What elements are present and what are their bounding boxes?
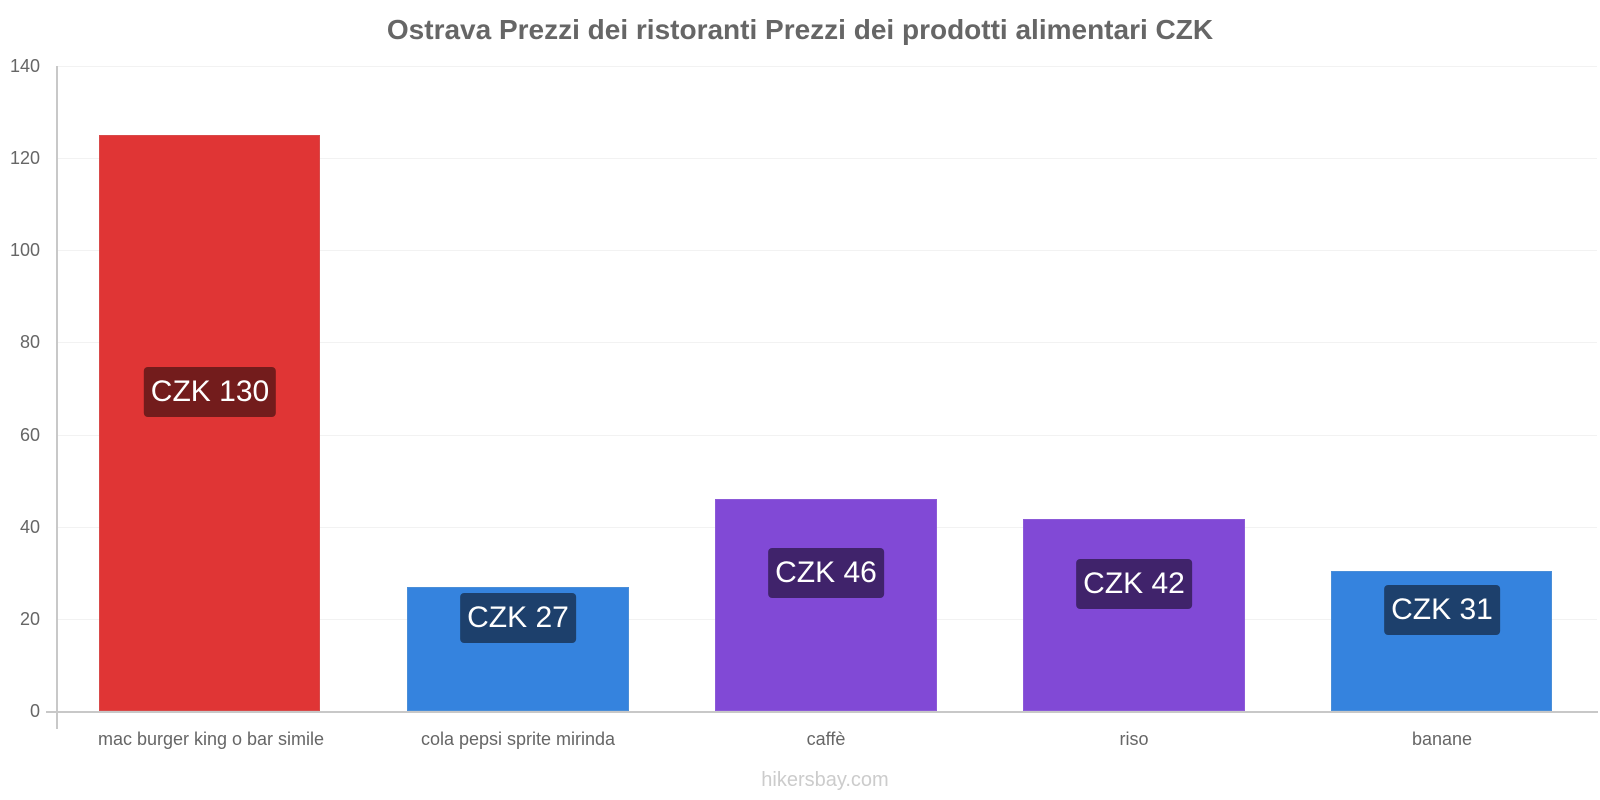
watermark: hikersbay.com bbox=[761, 769, 889, 791]
chart-title: Ostrava Prezzi dei ristoranti Prezzi dei… bbox=[386, 14, 1214, 45]
y-axis bbox=[56, 66, 58, 729]
gridline-120 bbox=[57, 158, 1597, 159]
x-axis bbox=[46, 711, 1598, 713]
ytick-label: 100 bbox=[9, 240, 40, 260]
data-label: CZK 42 bbox=[1076, 559, 1192, 609]
bar-riso[interactable] bbox=[1023, 519, 1245, 711]
gridline-100 bbox=[57, 250, 1597, 251]
ytick-label: 60 bbox=[19, 425, 40, 445]
bar-banane[interactable] bbox=[1331, 571, 1552, 711]
gridline-60 bbox=[57, 435, 1597, 436]
xtick-label: caffè bbox=[806, 729, 846, 749]
xtick-label: cola pepsi sprite mirinda bbox=[420, 729, 616, 749]
ytick-label: 20 bbox=[19, 609, 40, 629]
ytick-label: 140 bbox=[9, 56, 40, 76]
ytick-label: 0 bbox=[29, 701, 40, 721]
xtick-label: banane bbox=[1411, 729, 1473, 749]
bar-mac-burger-king[interactable] bbox=[99, 135, 320, 711]
ytick-label: 40 bbox=[19, 517, 40, 537]
xtick-label: riso bbox=[1119, 729, 1149, 749]
ytick-label: 120 bbox=[9, 148, 40, 168]
data-label: CZK 130 bbox=[143, 367, 277, 417]
data-label: CZK 46 bbox=[768, 548, 884, 598]
bar-caffe[interactable] bbox=[715, 499, 937, 711]
ytick-label: 80 bbox=[19, 332, 40, 352]
data-label: CZK 27 bbox=[460, 593, 576, 643]
xtick-label: mac burger king o bar simile bbox=[97, 729, 325, 749]
data-label: CZK 31 bbox=[1384, 585, 1500, 635]
gridline-80 bbox=[57, 342, 1597, 343]
gridline-140 bbox=[57, 66, 1597, 67]
